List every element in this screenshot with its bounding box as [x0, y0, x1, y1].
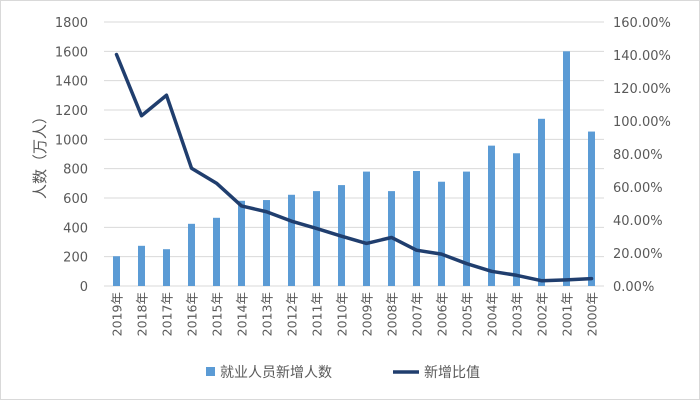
y-tick-label: 200 [63, 251, 88, 266]
x-tick-label: 2018年 [135, 292, 150, 336]
y-tick-label: 1400 [55, 75, 88, 90]
bar [438, 182, 445, 286]
x-tick-label: 2010年 [335, 292, 350, 336]
bar [313, 191, 320, 286]
y2-tick-label: 120.00% [613, 82, 671, 97]
x-tick-label: 2008年 [385, 292, 400, 336]
y2-tick-label: 100.00% [613, 115, 671, 130]
x-tick-label: 2004年 [485, 292, 500, 336]
x-tick-label: 2007年 [410, 292, 425, 336]
y-tick-label: 1200 [55, 104, 88, 119]
y-tick-label: 0 [80, 280, 88, 295]
legend-label: 就业人员新增人数 [220, 365, 332, 381]
y-axis-title: 人数（万人） [31, 109, 49, 199]
bar [188, 224, 195, 286]
bar [163, 249, 170, 286]
y-tick-label: 1800 [55, 16, 88, 31]
y-tick-label: 400 [63, 221, 88, 236]
y-tick-label: 1000 [55, 133, 88, 148]
x-tick-label: 2015年 [210, 292, 225, 336]
x-tick-label: 2002年 [535, 292, 550, 336]
bar [413, 171, 420, 286]
line-series [117, 55, 592, 281]
bar [588, 132, 595, 286]
x-tick-label: 2005年 [460, 292, 475, 336]
bar [463, 172, 470, 286]
y2-tick-label: 0.00% [613, 280, 654, 295]
bar [363, 172, 370, 286]
y-tick-label: 800 [63, 163, 88, 178]
y2-tick-label: 160.00% [613, 16, 671, 31]
legend-label: 新增比值 [424, 365, 480, 381]
y2-tick-label: 60.00% [613, 181, 663, 196]
legend-bar-swatch [206, 367, 215, 376]
x-tick-label: 2013年 [260, 292, 275, 336]
y-tick-label: 1600 [55, 45, 88, 60]
x-tick-label: 2011年 [310, 292, 325, 336]
bar [213, 218, 220, 286]
x-tick-label: 2017年 [160, 292, 175, 336]
bar [563, 51, 570, 286]
x-tick-label: 2006年 [435, 292, 450, 336]
bar [538, 119, 545, 286]
y2-tick-label: 20.00% [613, 247, 663, 262]
x-tick-label: 2019年 [110, 292, 125, 336]
bar [288, 195, 295, 286]
x-tick-label: 2009年 [360, 292, 375, 336]
y2-tick-label: 80.00% [613, 148, 663, 163]
y2-tick-label: 40.00% [613, 214, 663, 229]
bar [513, 153, 520, 286]
x-tick-label: 2012年 [285, 292, 300, 336]
bar [138, 246, 145, 286]
x-tick-label: 2003年 [510, 292, 525, 336]
bar [238, 201, 245, 286]
x-tick-label: 2001年 [560, 292, 575, 336]
y-tick-label: 600 [63, 192, 88, 207]
x-tick-label: 2016年 [185, 292, 200, 336]
y2-tick-label: 140.00% [613, 49, 671, 64]
x-tick-label: 2000年 [585, 292, 600, 336]
bar [488, 146, 495, 286]
bar [113, 256, 120, 286]
x-tick-label: 2014年 [235, 292, 250, 336]
